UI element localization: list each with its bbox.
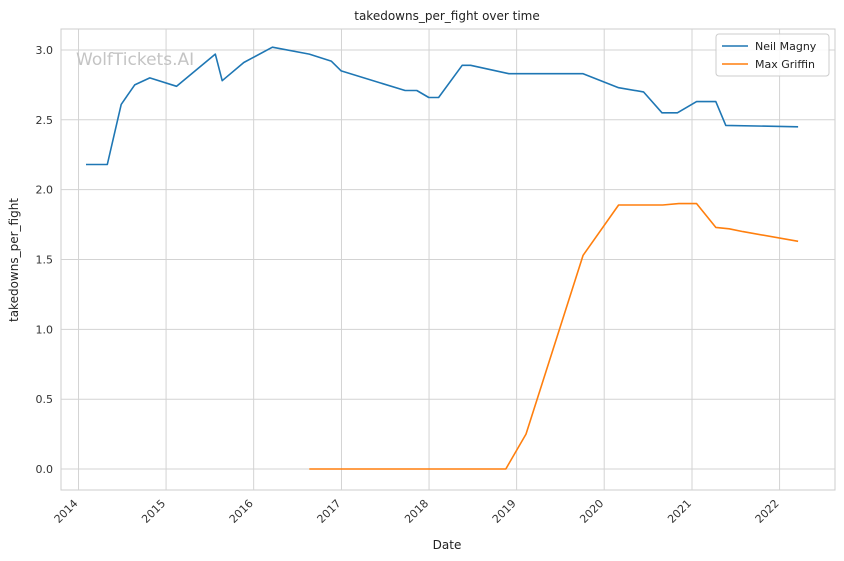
legend-box	[715, 33, 830, 77]
x-tick-label: 2022	[753, 497, 782, 526]
watermark-text: WolfTickets.AI	[76, 50, 194, 70]
chart-title: takedowns_per_fight over time	[354, 9, 540, 23]
gridlines	[61, 29, 835, 490]
y-tick-label: 2.0	[36, 184, 54, 197]
x-tick-label: 2017	[315, 497, 344, 526]
x-axis-ticks: 2014 2015 2016 2017 2018 2019 2020 2021 2022	[52, 497, 782, 526]
x-tick-label: 2016	[227, 497, 256, 526]
series-line-neil-magny	[86, 46, 799, 166]
y-tick-label: 3.0	[36, 44, 54, 57]
x-tick-label: 2019	[490, 497, 519, 526]
y-tick-label: 2.5	[36, 114, 54, 127]
legend: Neil Magny Max Griffin	[715, 33, 830, 77]
series-lines	[86, 46, 799, 470]
y-axis-title: takedowns_per_fight	[7, 198, 21, 322]
y-tick-label: 1.5	[36, 254, 54, 267]
y-tick-label: 0.0	[36, 463, 54, 476]
legend-label-max-griffin: Max Griffin	[755, 58, 815, 71]
x-tick-label: 2015	[139, 497, 168, 526]
x-tick-label: 2020	[577, 497, 606, 526]
x-axis-title: Date	[433, 538, 462, 552]
legend-label-neil-magny: Neil Magny	[755, 40, 817, 53]
series-line-max-griffin	[309, 202, 799, 470]
y-tick-label: 0.5	[36, 393, 54, 406]
y-tick-label: 1.0	[36, 323, 54, 336]
plot-area	[60, 28, 836, 491]
x-tick-label: 2014	[52, 497, 81, 526]
x-tick-label: 2018	[402, 497, 431, 526]
x-tick-label: 2021	[665, 497, 694, 526]
y-axis-ticks: 0.0 0.5 1.0 1.5 2.0 2.5 3.0	[36, 44, 54, 476]
